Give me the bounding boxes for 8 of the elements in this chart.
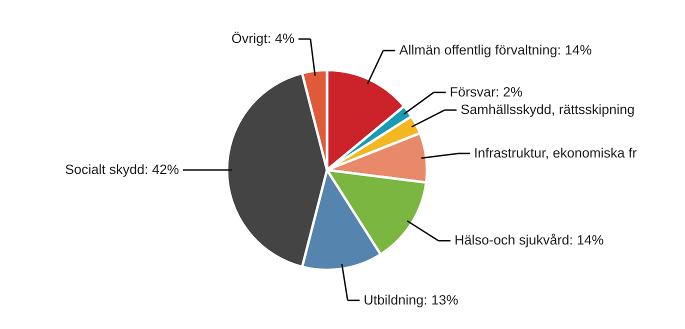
slice-label: Hälso-och sjukvård: 14% [454, 232, 604, 248]
slice-label: Infrastruktur, ekonomiska fr [474, 145, 638, 160]
slice-label: Utbildning: 13% [364, 292, 458, 308]
slice-label: Allmän offentlig förvaltning: 14% [399, 42, 592, 58]
slice-label: Socialt skydd: 42% [64, 162, 179, 177]
slice-label: Övrigt: 4% [231, 31, 294, 46]
slice-label: Samhällsskydd, rättsskipning [460, 102, 635, 118]
slice-label: Försvar: 2% [450, 84, 523, 100]
